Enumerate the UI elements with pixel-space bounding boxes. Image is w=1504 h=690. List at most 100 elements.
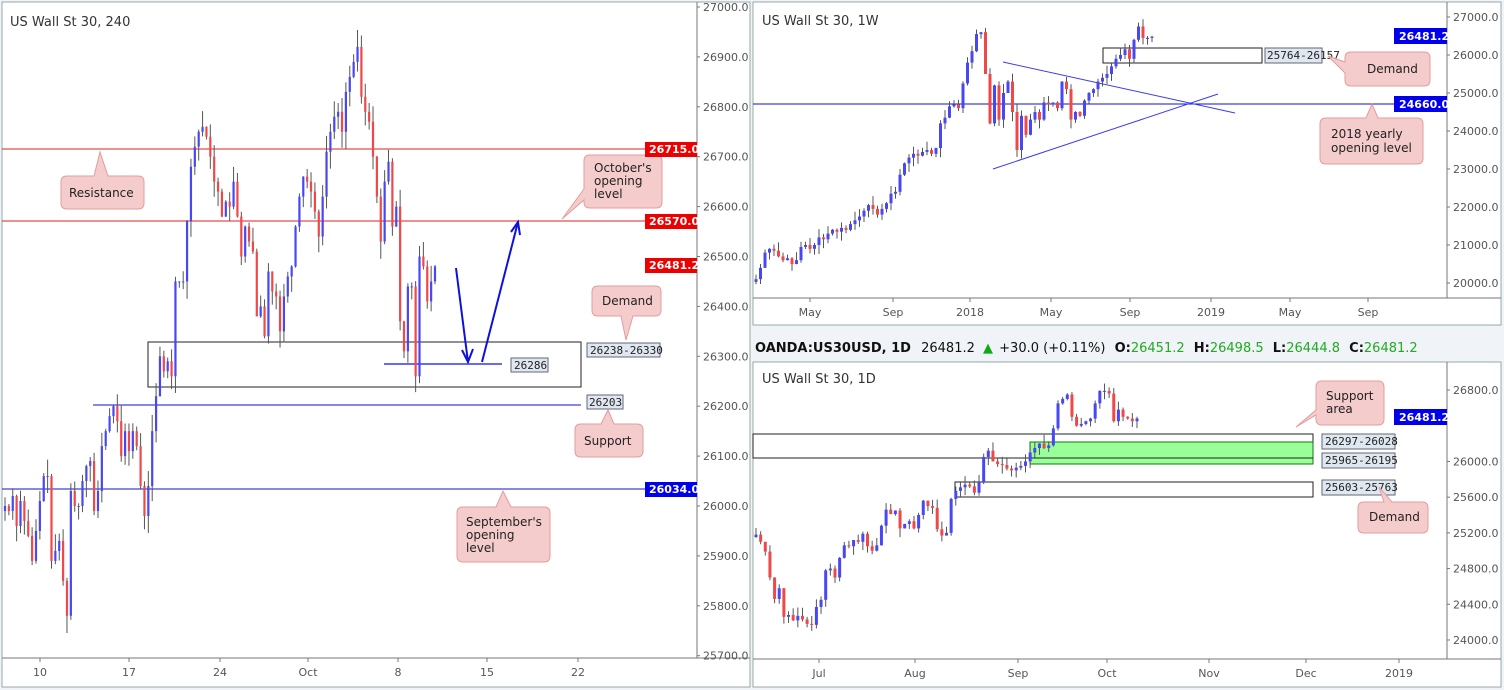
candle-body <box>768 551 772 578</box>
candle-body <box>1126 416 1130 419</box>
h4-candle <box>232 166 235 210</box>
candle-body <box>984 32 987 74</box>
candle-body <box>966 62 969 84</box>
h4-candle <box>135 426 138 451</box>
candle-body <box>912 521 916 529</box>
candle-body <box>263 306 266 337</box>
h4-candle <box>325 135 328 209</box>
d1-candle <box>852 539 856 555</box>
d1-candle <box>828 563 832 576</box>
w1-y-tick-label: 23000.0 <box>1453 163 1499 176</box>
candle-body <box>1137 26 1140 40</box>
h4-candle <box>410 282 413 300</box>
d1-candle <box>1010 465 1014 477</box>
d1-candle <box>1005 458 1009 471</box>
candle-body <box>182 281 185 283</box>
candle-body <box>768 248 771 253</box>
w1-candle <box>1110 63 1113 81</box>
candle-body <box>1051 428 1055 446</box>
d1-candle <box>968 482 972 488</box>
h4-y-tick-label: 26300.0 <box>703 350 749 363</box>
yearly-text-1: 2018 yearly <box>1331 127 1403 141</box>
candle-body <box>1110 66 1113 74</box>
candle-body <box>939 123 942 149</box>
h4-candle <box>38 491 41 540</box>
d1-demand-zone[interactable] <box>954 481 1314 498</box>
candle-body <box>817 237 821 245</box>
w1-candle <box>907 154 911 172</box>
candle-body <box>997 85 1001 120</box>
triangle-lower-line[interactable] <box>992 93 1219 170</box>
w1-candle <box>777 242 780 258</box>
candle-body <box>1042 102 1046 120</box>
w1-candle <box>1065 76 1068 95</box>
w1-candle <box>966 57 969 86</box>
triangle-upper-line[interactable] <box>1002 61 1236 114</box>
h4-candle <box>275 283 278 310</box>
d1-candle <box>875 537 879 552</box>
d1-candle <box>1047 441 1051 452</box>
candle-body <box>1065 81 1068 90</box>
candle-body <box>220 191 224 217</box>
h4-x-tick-label: 8 <box>395 666 402 679</box>
candle-body <box>371 121 375 157</box>
candle-body <box>271 271 274 292</box>
h4-candle <box>426 260 429 309</box>
w1-candle <box>898 169 902 196</box>
w1-zone-label: 25764-26157 <box>1267 49 1340 62</box>
candle-body <box>858 216 861 221</box>
w1-demand-zone[interactable] <box>1102 47 1263 64</box>
d1-candle <box>879 524 883 546</box>
candle-body <box>970 51 974 63</box>
candle-body <box>69 491 72 616</box>
h4-demand-bubble <box>591 285 662 341</box>
symbol-header: OANDA:US30USD, 1D 26481.2 ▲ +30.0 (+0.11… <box>755 341 1418 356</box>
l-label: L: <box>1273 341 1286 356</box>
d1-x-tick-label: Sep <box>1008 667 1029 680</box>
candle-body <box>949 498 953 533</box>
candle-body <box>298 196 301 227</box>
d1-candle <box>1102 383 1106 400</box>
candle-body <box>228 201 231 207</box>
h-label: H: <box>1194 341 1210 356</box>
candle-body <box>174 281 177 377</box>
w1-candle <box>975 29 978 53</box>
h4-candle <box>166 357 169 379</box>
candle-body <box>1121 409 1125 417</box>
w1-candle <box>1137 22 1140 42</box>
candle-body <box>410 286 413 288</box>
h4-candle <box>174 276 177 393</box>
w1-candle <box>894 186 897 199</box>
candle-body <box>317 211 320 237</box>
w1-candle <box>1101 73 1104 87</box>
h4-candle <box>337 103 340 130</box>
candle-body <box>306 176 309 182</box>
h4-candle <box>340 98 344 148</box>
h4-demand-zone[interactable] <box>147 341 582 388</box>
candle-body <box>1123 49 1127 55</box>
w1-x-tick-label: Sep <box>1358 306 1379 319</box>
h4-candle <box>368 103 371 130</box>
w1-candle <box>997 81 1001 126</box>
h4-candle <box>120 404 123 462</box>
candle-body <box>1015 112 1019 150</box>
tag-resistance: 26715.0 <box>649 143 699 156</box>
h4-candle <box>185 220 189 299</box>
candle-body <box>1075 416 1079 426</box>
h4-candle <box>89 456 92 482</box>
candle-body <box>991 450 995 462</box>
candle-body <box>795 260 798 264</box>
candle-body <box>1006 81 1010 93</box>
h4-candle <box>143 481 146 530</box>
h4-candle <box>251 227 255 254</box>
d1-green-support-area[interactable] <box>1029 441 1314 465</box>
d1-y-tick-label: 26000.0 <box>1453 455 1499 468</box>
projection-arrows <box>455 219 521 365</box>
h4-candle <box>197 129 200 161</box>
candle-body <box>759 267 762 280</box>
candle-body <box>940 529 944 536</box>
candle-body <box>804 245 807 247</box>
up-triangle-icon: ▲ <box>983 341 993 356</box>
candle-body <box>1128 49 1131 59</box>
h4-candle <box>205 126 208 140</box>
